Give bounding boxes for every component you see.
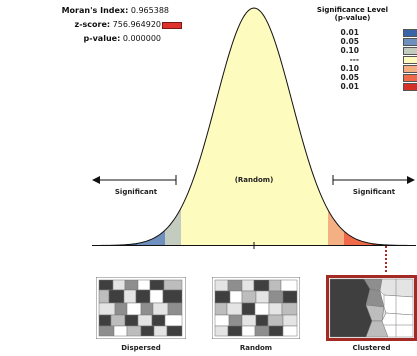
z-score-value: 756.964920 [112,20,161,29]
region-clustered-001 [372,8,416,246]
legend-title-line1: Significance Level [316,6,389,14]
morans-index-label: Moran's Index: [61,6,129,15]
significance-regions [92,8,416,246]
dispersed-caption: Dispersed [121,344,161,352]
legend-swatch [403,83,417,91]
legend-swatch [403,56,417,64]
normal-curve-outline [92,7,416,246]
legend-value: 0.05 [340,37,359,46]
left-significant-label: Significant [114,188,158,196]
legend-row: --- [290,55,417,64]
dispersed-map-cells [98,279,183,337]
legend-swatch [403,47,417,55]
region-dispersed-001 [92,8,137,246]
p-value-row: p-value: 0.000000 [4,34,161,43]
legend-row: 0.10 [290,46,417,55]
legend-value: 0.01 [340,28,359,37]
clustered-map-cells [329,278,414,338]
legend-swatch [403,29,417,37]
left-arrowhead [92,176,100,184]
p-value-value: 0.000000 [122,34,161,43]
morans-index-value: 0.965388 [130,6,169,15]
clustered-caption: Clustered [352,344,391,352]
legend-value: --- [349,55,359,64]
random-label: (Random) [234,176,274,184]
legend-value: 0.01 [340,82,359,91]
z-score-indicator [162,22,182,29]
region-clustered-005 [344,8,372,246]
random-map-cells [214,279,298,337]
region-clustered-010 [328,8,344,246]
legend-title-line2: (p-value) [334,14,371,22]
legend-swatch [403,38,417,46]
p-value-label: p-value: [83,34,121,43]
region-random [181,8,328,246]
legend-row: 0.01 [290,82,417,91]
clustered-map [326,275,417,341]
region-dispersed-010 [165,8,181,246]
random-caption: Random [239,344,273,352]
legend-row: 0.05 [290,73,417,82]
legend-value: 0.05 [340,73,359,82]
right-significant-label: Significant [352,188,396,196]
legend-row: 0.01 [290,28,417,37]
legend-value: 0.10 [340,64,359,73]
region-dispersed-005 [137,8,165,246]
morans-index-row: Moran's Index: 0.965388 [4,6,169,15]
legend-swatch [403,65,417,73]
legend-title: Significance Level (p-value) [290,6,415,22]
legend-swatch [403,74,417,82]
legend-row: 0.05 [290,37,417,46]
z-score-label: z-score: [74,20,111,29]
z-score-row: z-score: 756.964920 [4,20,161,29]
dispersed-map [96,277,186,339]
legend-value: 0.10 [340,46,359,55]
right-arrowhead [407,176,415,184]
random-map [212,277,300,339]
legend-row: 0.10 [290,64,417,73]
